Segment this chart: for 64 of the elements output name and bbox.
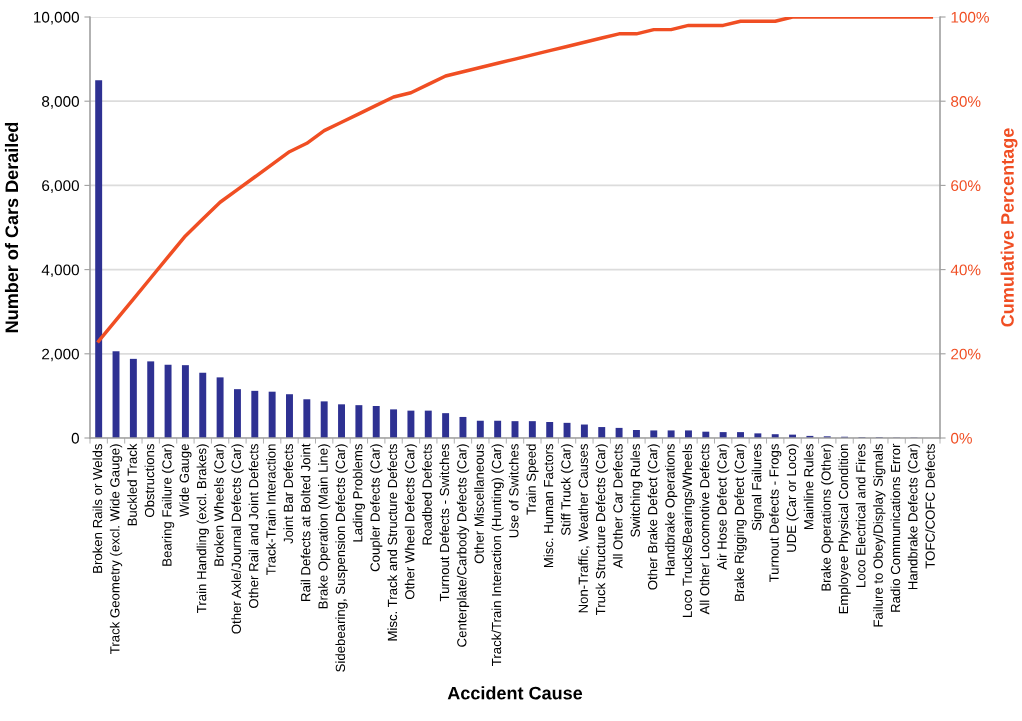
x-tick-label: Loco Electrical and Fires	[855, 444, 866, 587]
y-tick-label: 4,000	[41, 264, 79, 278]
x-tick-label: All Other Car Defects	[612, 444, 623, 569]
x-tick-label: Other Wheel Defects (Car)	[404, 444, 418, 600]
x-tick-label: Bearing Failure (Car)	[161, 444, 175, 566]
x-tick-label: Failure to Obey/Display Signals	[873, 444, 886, 627]
x-tick-label: Mainline Rules	[803, 444, 814, 530]
x-tick-label: TOFC/COFC Defects	[925, 444, 935, 569]
x-tick-label: Roadbed Defects	[422, 444, 432, 545]
x-tick-label: Joint Bar Defects	[283, 444, 294, 544]
x-tick-label: Track/Train Interaction (Hunting) (Car)	[491, 444, 504, 666]
y-tick-label: 6,000	[42, 180, 79, 193]
y-tick-label: 2,000	[42, 348, 79, 362]
x-tick-label: Other Rail and Joint Defects	[248, 444, 259, 608]
x-tick-label: Brake Operations (Other)	[821, 444, 834, 591]
x-tick-label: Signal Failures	[751, 444, 765, 531]
x-tick-label: Other Axle/Journal Defects (Car)	[231, 444, 244, 634]
x-tick-label: Turnout Defects - Switches	[439, 444, 450, 602]
x-tick-label: Brake Rigging Defect (Car)	[734, 444, 747, 601]
x-tick-label: Buckled Track	[127, 443, 137, 526]
y-tick-label: 8,000	[42, 96, 79, 109]
x-tick-label: Radio Communications Error	[890, 443, 901, 612]
x-tick-label: Employee Physical Condition	[838, 444, 851, 614]
y2-tick-label: 60%	[951, 180, 981, 192]
y2-tick-label: 20%	[951, 348, 981, 360]
y2-tick-label: 0%	[951, 432, 972, 444]
x-axis-title: Accident Cause	[447, 686, 583, 700]
x-tick-label: Misc. Human Factors	[543, 444, 554, 568]
y2-tick-label: 80%	[951, 96, 981, 107]
x-tick-label: Coupler Defects (Car)	[370, 444, 383, 572]
x-tick-label: Truck Structure Defects (Car)	[595, 444, 608, 616]
x-tick-label: Train Speed	[526, 444, 539, 515]
y-axis-title: Number of Cars Derailed	[4, 122, 19, 333]
x-tick-label: Use of Switches	[508, 444, 519, 538]
x-tick-label: Turnout Defects - Frogs	[769, 444, 782, 583]
x-tick-label: Handbrake Defects (Car)	[907, 444, 921, 590]
x-tick-label: Switching Rules	[630, 444, 643, 537]
x-tick-label: Brake Operation (Main Line)	[318, 444, 331, 609]
x-tick-label: Obstructions	[144, 444, 155, 517]
x-tick-label: Handbrake Operations	[664, 444, 678, 576]
x-tick-label: Centerplate/Carbody Defects (Car)	[456, 444, 470, 647]
x-tick-label: All Other Locomotive Defects	[699, 444, 710, 615]
x-tick-label: Lading Problems	[352, 444, 366, 542]
x-tick-label: Rail Defects at Bolted Joint	[300, 443, 311, 601]
y-tick-label: 10,000	[34, 11, 79, 25]
x-tick-label: Train Handling (excl. Brakes)	[196, 444, 209, 613]
x-tick-label: UDE (Car or Loco)	[786, 444, 799, 552]
y2-tick-label: 100%	[951, 11, 989, 23]
x-tick-label: Track Geometry (excl. Wide Gauge)	[109, 444, 123, 654]
x-tick-label: Other Brake Defect (Car)	[647, 444, 660, 590]
x-tick-label: Other Miscellaneous	[474, 444, 484, 564]
x-tick-label: Loco Trucks/Bearings/Wheels	[682, 444, 695, 617]
y-tick-label: 0	[71, 432, 79, 444]
x-tick-label: Wide Gauge	[179, 444, 192, 517]
x-tick-label: Broken Wheels (Car)	[213, 444, 227, 566]
x-tick-label: Track-Train Interaction	[265, 444, 276, 575]
x-tick-label: Misc. Track and Structure Defects	[387, 444, 398, 641]
y2-axis-title: Cumulative Percentage	[1000, 128, 1018, 327]
x-tick-label: Non-Traffic, Weather Causes	[578, 444, 590, 613]
y2-tick-label: 40%	[950, 264, 981, 276]
x-tick-label: Sidebearing, Suspension Defects (Car)	[335, 444, 348, 672]
x-tick-label: Air Hose Defect (Car)	[717, 444, 730, 570]
x-tick-label: Broken Rails or Welds	[92, 444, 103, 573]
x-tick-label: Stiff Truck (Car)	[560, 444, 574, 536]
